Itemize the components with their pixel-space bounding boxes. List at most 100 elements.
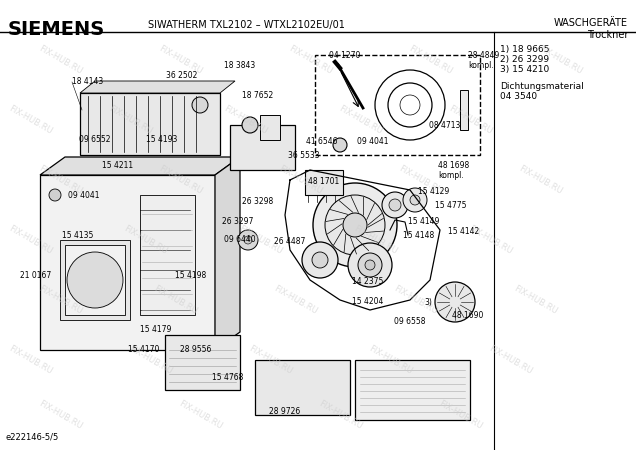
Text: FIX-HUB.RU: FIX-HUB.RU	[406, 44, 453, 76]
Text: 26 3297: 26 3297	[223, 217, 254, 226]
Text: FIX-HUB.RU: FIX-HUB.RU	[37, 44, 83, 76]
Text: 04 1270: 04 1270	[329, 50, 361, 59]
Polygon shape	[40, 157, 240, 175]
Text: kompl.: kompl.	[438, 171, 464, 180]
Text: 09 6558: 09 6558	[394, 318, 425, 327]
Text: FIX-HUB.RU: FIX-HUB.RU	[516, 164, 563, 196]
Circle shape	[49, 189, 61, 201]
Circle shape	[343, 213, 367, 237]
FancyBboxPatch shape	[355, 360, 470, 420]
Text: 21 0167: 21 0167	[20, 270, 52, 279]
Text: FIX-HUB.RU: FIX-HUB.RU	[151, 284, 198, 316]
FancyBboxPatch shape	[60, 240, 130, 320]
Text: 15 4198: 15 4198	[175, 270, 206, 279]
Text: 09 6552: 09 6552	[80, 135, 111, 144]
Text: 36 5533: 36 5533	[288, 150, 320, 159]
Text: WASCHGERÄTE: WASCHGERÄTE	[554, 18, 628, 28]
Text: FIX-HUB.RU: FIX-HUB.RU	[177, 399, 223, 431]
FancyBboxPatch shape	[315, 55, 480, 155]
Circle shape	[375, 70, 445, 140]
Text: 08 4713: 08 4713	[429, 121, 460, 130]
Text: 48 1701: 48 1701	[308, 177, 339, 186]
Text: FIX-HUB.RU: FIX-HUB.RU	[277, 164, 323, 196]
Circle shape	[302, 242, 338, 278]
Text: 15 4179: 15 4179	[140, 325, 171, 334]
FancyBboxPatch shape	[230, 125, 295, 170]
Text: 18 3843: 18 3843	[225, 60, 256, 69]
Text: FIX-HUB.RU: FIX-HUB.RU	[397, 164, 443, 196]
Text: FIX-HUB.RU: FIX-HUB.RU	[6, 344, 53, 376]
Text: Trockner: Trockner	[586, 30, 628, 40]
Text: FIX-HUB.RU: FIX-HUB.RU	[121, 224, 169, 256]
FancyBboxPatch shape	[80, 93, 220, 155]
Text: 3): 3)	[424, 297, 432, 306]
Text: FIX-HUB.RU: FIX-HUB.RU	[446, 104, 494, 136]
Text: SIWATHERM TXL2102 – WTXL2102EU/01: SIWATHERM TXL2102 – WTXL2102EU/01	[148, 20, 345, 30]
Circle shape	[325, 195, 385, 255]
Text: 09 4041: 09 4041	[68, 190, 99, 199]
Text: FIX-HUB.RU: FIX-HUB.RU	[272, 284, 319, 316]
FancyBboxPatch shape	[260, 115, 280, 140]
Text: FIX-HUB.RU: FIX-HUB.RU	[237, 224, 284, 256]
Text: FIX-HUB.RU: FIX-HUB.RU	[6, 104, 53, 136]
Text: 15 4148: 15 4148	[403, 230, 434, 239]
Text: FIX-HUB.RU: FIX-HUB.RU	[37, 164, 83, 196]
Text: 18 7652: 18 7652	[242, 90, 273, 99]
Text: 3) 15 4210: 3) 15 4210	[500, 65, 550, 74]
Text: FIX-HUB.RU: FIX-HUB.RU	[247, 344, 293, 376]
Text: FIX-HUB.RU: FIX-HUB.RU	[156, 44, 204, 76]
Text: 48 1698: 48 1698	[438, 161, 469, 170]
Circle shape	[244, 236, 252, 244]
Text: FIX-HUB.RU: FIX-HUB.RU	[317, 399, 363, 431]
FancyBboxPatch shape	[65, 245, 125, 315]
Text: 28 9556: 28 9556	[181, 346, 212, 355]
Text: FIX-HUB.RU: FIX-HUB.RU	[37, 399, 83, 431]
Text: 36 2502: 36 2502	[166, 71, 198, 80]
Text: 18 4143: 18 4143	[72, 77, 103, 86]
Text: 09 6440: 09 6440	[224, 235, 256, 244]
FancyBboxPatch shape	[460, 90, 468, 130]
Circle shape	[348, 243, 392, 287]
FancyBboxPatch shape	[305, 170, 343, 195]
FancyBboxPatch shape	[165, 335, 240, 390]
Text: 15 4211: 15 4211	[102, 161, 133, 170]
Text: 48 1690: 48 1690	[452, 310, 483, 320]
Text: 15 4775: 15 4775	[435, 201, 466, 210]
Polygon shape	[215, 157, 240, 350]
Circle shape	[67, 252, 123, 308]
Text: FIX-HUB.RU: FIX-HUB.RU	[221, 104, 268, 136]
Circle shape	[313, 183, 397, 267]
Circle shape	[435, 282, 475, 322]
Circle shape	[333, 138, 347, 152]
FancyBboxPatch shape	[40, 175, 215, 350]
Text: 04 3540: 04 3540	[500, 92, 537, 101]
Text: FIX-HUB.RU: FIX-HUB.RU	[537, 44, 583, 76]
Polygon shape	[80, 81, 235, 93]
Circle shape	[358, 253, 382, 277]
Circle shape	[410, 195, 420, 205]
FancyBboxPatch shape	[255, 360, 350, 415]
Text: 28 9726: 28 9726	[270, 408, 301, 417]
Text: FIX-HUB.RU: FIX-HUB.RU	[437, 399, 483, 431]
Text: 15 4149: 15 4149	[408, 217, 439, 226]
Text: FIX-HUB.RU: FIX-HUB.RU	[6, 224, 53, 256]
Text: FIX-HUB.RU: FIX-HUB.RU	[467, 224, 513, 256]
Circle shape	[400, 95, 420, 115]
Text: 15 4193: 15 4193	[146, 135, 177, 144]
Text: FIX-HUB.RU: FIX-HUB.RU	[366, 344, 413, 376]
Text: FIX-HUB.RU: FIX-HUB.RU	[107, 104, 153, 136]
Circle shape	[192, 97, 208, 113]
Text: 1) 18 9665: 1) 18 9665	[500, 45, 550, 54]
Text: 15 4170: 15 4170	[128, 346, 160, 355]
Circle shape	[389, 199, 401, 211]
Text: 2) 26 3299: 2) 26 3299	[500, 55, 549, 64]
Text: 26 3298: 26 3298	[242, 198, 273, 207]
Text: FIX-HUB.RU: FIX-HUB.RU	[336, 104, 384, 136]
Text: FIX-HUB.RU: FIX-HUB.RU	[352, 224, 398, 256]
Circle shape	[403, 188, 427, 212]
Text: Dichtungsmaterial: Dichtungsmaterial	[500, 82, 584, 91]
Text: 15 4204: 15 4204	[352, 297, 384, 306]
Text: FIX-HUB.RU: FIX-HUB.RU	[392, 284, 438, 316]
Circle shape	[382, 192, 408, 218]
Circle shape	[388, 83, 432, 127]
